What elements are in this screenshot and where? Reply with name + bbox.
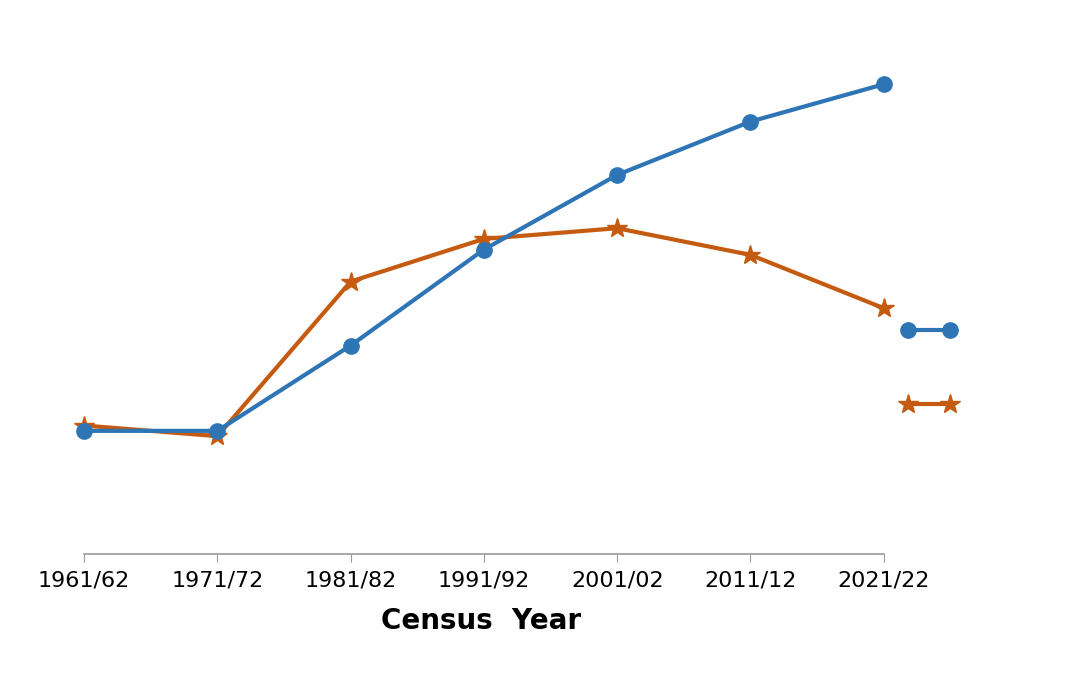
X-axis label: Census  Year: Census Year bbox=[380, 607, 581, 634]
